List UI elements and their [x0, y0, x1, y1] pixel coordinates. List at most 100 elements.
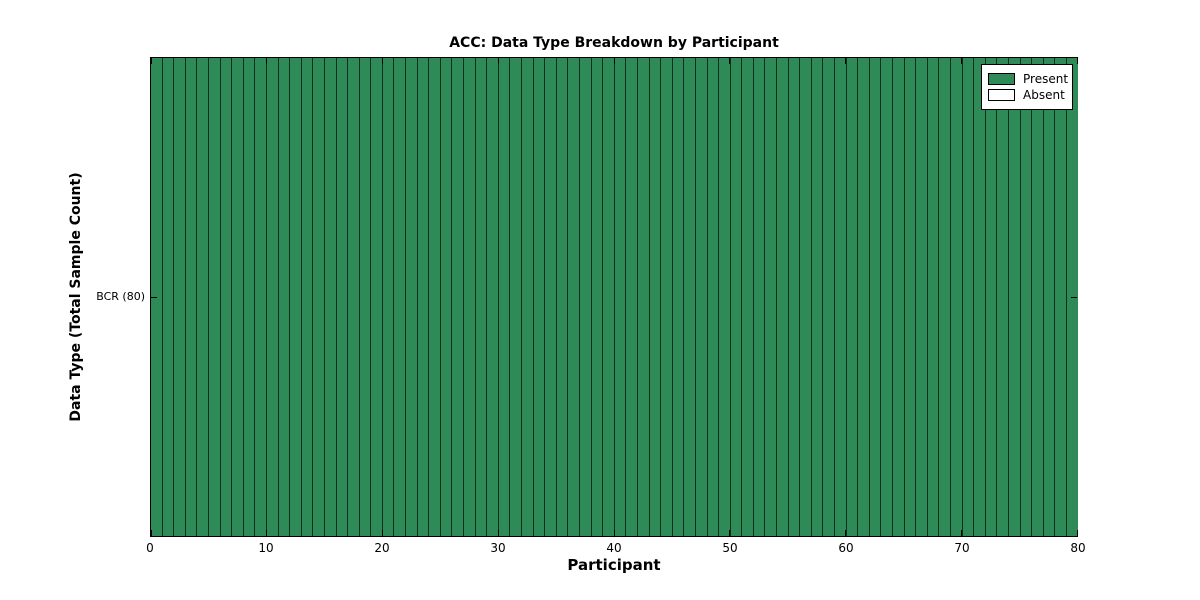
x-tick-label: 50 — [722, 541, 738, 555]
x-tick-mark — [150, 530, 152, 536]
heatmap-cell — [475, 58, 488, 536]
heatmap-cell — [1008, 58, 1021, 536]
heatmap-cell — [533, 58, 546, 536]
x-tick-labels: 0 10 20 30 40 50 60 70 80 — [146, 541, 1085, 557]
heatmap-cell — [1043, 58, 1056, 536]
y-axis-label: Data Type (Total Sample Count) — [68, 172, 84, 422]
heatmap-cell — [382, 58, 395, 536]
heatmap-cell — [313, 58, 325, 536]
heatmap-cell — [672, 58, 685, 536]
legend-label: Absent — [1023, 88, 1065, 102]
x-tick-mark — [266, 58, 268, 64]
heatmap-cell — [336, 58, 349, 536]
heatmap-cell — [406, 58, 418, 536]
heatmap-cell — [800, 58, 812, 536]
heatmap-cell — [869, 58, 882, 536]
legend-entry: Absent — [988, 88, 1066, 102]
x-tick-label: 60 — [838, 541, 854, 555]
heatmap-cell — [487, 58, 499, 536]
heatmap-cell — [823, 58, 836, 536]
heatmap-cell — [162, 58, 175, 536]
heatmap-cell — [858, 58, 870, 536]
x-tick-mark — [845, 58, 846, 64]
x-tick-mark — [845, 530, 846, 536]
heatmap-cell — [464, 58, 476, 536]
heatmap-cell — [997, 58, 1009, 536]
x-tick-label: 80 — [1070, 541, 1086, 555]
x-tick-mark — [1076, 58, 1078, 64]
heatmap-cell — [545, 58, 557, 536]
heatmap-cell — [835, 58, 847, 536]
x-tick-mark — [613, 58, 615, 64]
legend-label: Present — [1023, 72, 1069, 86]
x-tick-mark — [382, 530, 383, 536]
heatmap-cell — [185, 58, 198, 536]
heatmap-cell — [498, 58, 511, 536]
heatmap-row-bcr — [151, 58, 1078, 536]
x-tick-mark — [960, 530, 962, 536]
heatmap-cell — [197, 58, 209, 536]
heatmap-cell — [788, 58, 801, 536]
heatmap-cell — [811, 58, 824, 536]
heatmap-cell — [881, 58, 893, 536]
heatmap-cell — [962, 58, 975, 536]
heatmap-cell — [208, 58, 221, 536]
heatmap-cell — [695, 58, 708, 536]
x-tick-label: 0 — [146, 541, 154, 555]
heatmap-cell — [742, 58, 754, 536]
heatmap-cell — [893, 58, 905, 536]
y-tick-label: BCR (80) — [96, 290, 145, 303]
x-tick-mark — [497, 530, 499, 536]
x-tick-label: 20 — [374, 541, 390, 555]
x-axis-label: Participant — [567, 556, 661, 574]
heatmap-cell — [278, 58, 291, 536]
heatmap-cell — [371, 58, 383, 536]
x-tick-label: 70 — [954, 541, 970, 555]
heatmap-cell — [174, 58, 186, 536]
x-tick-label: 10 — [258, 541, 274, 555]
heatmap-cell — [626, 58, 638, 536]
heatmap-cell — [950, 58, 963, 536]
heatmap-cell — [579, 58, 592, 536]
heatmap-cell — [220, 58, 233, 536]
heatmap-cell — [1032, 58, 1044, 536]
heatmap-cell — [359, 58, 372, 536]
heatmap-cell — [266, 58, 279, 536]
legend-swatch — [988, 73, 1015, 85]
heatmap-cell — [916, 58, 928, 536]
heatmap-cell — [614, 58, 627, 536]
x-tick-mark — [1076, 530, 1078, 536]
heatmap-cell — [556, 58, 569, 536]
heatmap-cell — [985, 58, 998, 536]
heatmap-cell — [324, 58, 337, 536]
heatmap-cell — [603, 58, 615, 536]
heatmap-cell — [904, 58, 917, 536]
heatmap-cell — [440, 58, 453, 536]
heatmap-cell — [777, 58, 789, 536]
heatmap-cell — [939, 58, 951, 536]
heatmap-cell — [348, 58, 360, 536]
heatmap-cell — [255, 58, 267, 536]
heatmap-cell — [243, 58, 256, 536]
heatmap-cell — [661, 58, 673, 536]
heatmap-cell — [719, 58, 731, 536]
x-tick-mark — [266, 530, 268, 536]
legend-entry: Present — [988, 72, 1069, 86]
heatmap-cell — [232, 58, 244, 536]
heatmap-cell — [753, 58, 766, 536]
x-tick-label: 30 — [490, 541, 506, 555]
x-tick-mark — [497, 58, 499, 64]
heatmap-cell — [429, 58, 441, 536]
x-tick-mark — [729, 58, 731, 64]
heatmap-cell — [452, 58, 465, 536]
x-tick-mark — [613, 530, 615, 536]
heatmap-cell — [417, 58, 430, 536]
heatmap-cell — [927, 58, 940, 536]
heatmap-cell — [730, 58, 743, 536]
heatmap-cell — [591, 58, 604, 536]
heatmap-cell — [522, 58, 534, 536]
legend-swatch — [988, 89, 1015, 101]
x-tick-mark — [382, 58, 383, 64]
y-tick-mark — [1071, 297, 1077, 298]
